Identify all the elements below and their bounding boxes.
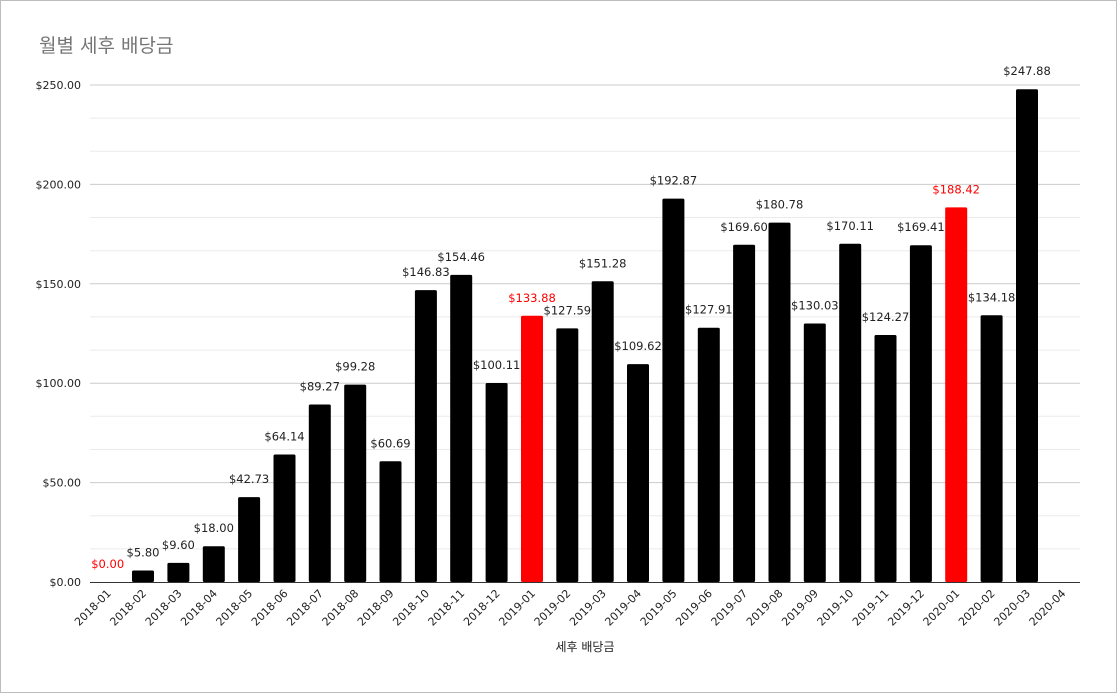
bar-2019-04: [627, 364, 649, 582]
y-tick-label: $0.00: [50, 576, 82, 589]
bar-2020-02: [980, 315, 1003, 582]
bar-2019-07: [733, 244, 756, 583]
bar-2018-12: [485, 383, 508, 582]
x-tick-label-2020-01: 2020-01: [921, 587, 963, 629]
data-label-2018-08: $99.28: [335, 360, 375, 374]
x-tick-label-2018-02: 2018-02: [107, 587, 149, 629]
x-tick-label-2019-03: 2019-03: [567, 587, 609, 629]
data-label-2019-10: $170.11: [826, 219, 874, 233]
y-tick-label: $150.00: [36, 278, 82, 291]
bar-2018-10: [414, 290, 437, 582]
y-tick-label: $200.00: [36, 178, 82, 191]
x-tick-label-2019-11: 2019-11: [850, 587, 892, 629]
y-tick-label: $250.00: [36, 79, 82, 92]
bar-2018-11: [450, 274, 473, 582]
x-tick-label-2019-12: 2019-12: [885, 587, 927, 629]
x-tick-label-2018-07: 2018-07: [284, 587, 326, 629]
bar-2018-09: [379, 461, 402, 582]
data-label-2019-12: $169.41: [897, 220, 945, 234]
bar-2018-02: [132, 570, 154, 582]
x-tick-label-2020-04: 2020-04: [1027, 587, 1069, 629]
x-axis-ticks: 2018-012018-022018-032018-042018-052018-…: [72, 587, 1068, 629]
bar-2018-03: [167, 562, 190, 582]
bar-2018-06: [273, 454, 296, 582]
x-tick-label-2018-08: 2018-08: [320, 587, 362, 629]
bar-2019-01: [521, 315, 543, 582]
data-label-2018-03: $9.60: [162, 538, 195, 552]
data-label-2018-12: $100.11: [473, 358, 521, 372]
bar-2019-12: [909, 245, 932, 582]
bar-2019-08: [768, 222, 791, 582]
data-label-2020-02: $134.18: [968, 290, 1016, 304]
bar-2019-02: [556, 328, 579, 582]
data-label-2018-09: $60.69: [370, 436, 410, 450]
data-label-2018-05: $42.73: [229, 472, 269, 486]
bar-2019-10: [839, 243, 862, 583]
bar-2019-09: [803, 323, 826, 582]
bar-2019-05: [662, 198, 685, 582]
bar-2019-11: [874, 335, 897, 582]
data-label-2020-01: $188.42: [932, 182, 980, 196]
bar-2018-05: [238, 497, 261, 582]
x-tick-label-2019-05: 2019-05: [638, 587, 680, 629]
data-label-2019-06: $127.91: [685, 303, 733, 317]
x-tick-label-2020-03: 2020-03: [991, 587, 1033, 629]
bar-2020-03: [1016, 89, 1038, 582]
x-tick-label-2019-06: 2019-06: [673, 587, 715, 629]
y-tick-label: $50.00: [43, 477, 82, 490]
data-label-2019-05: $192.87: [650, 174, 698, 188]
data-label-2018-10: $146.83: [402, 265, 450, 279]
data-label-2019-04: $109.62: [614, 339, 662, 353]
data-label-2018-04: $18.00: [194, 521, 234, 535]
bar-2019-03: [591, 281, 614, 582]
data-label-2018-07: $89.27: [300, 380, 340, 394]
bar-2019-06: [697, 327, 720, 582]
data-labels: $0.00$5.80$9.60 $18.00 $42.73 $64.14 $89.27 $…: [91, 64, 1051, 571]
data-label-2019-07: $169.60: [720, 220, 768, 234]
x-tick-label-2018-12: 2018-12: [461, 587, 503, 629]
x-tick-label-2018-10: 2018-10: [390, 587, 432, 629]
bar-2018-04: [202, 546, 225, 582]
y-tick-label: $100.00: [36, 377, 82, 390]
x-tick-label-2018-05: 2018-05: [214, 587, 256, 629]
data-label-2019-01: $133.88: [508, 291, 556, 305]
x-tick-label-2020-02: 2020-02: [956, 587, 998, 629]
data-label-2019-03: $151.28: [579, 256, 627, 270]
chart-title: 월별 세후 배당금: [39, 35, 174, 57]
x-tick-label-2019-02: 2019-02: [532, 587, 574, 629]
data-label-2019-08: $180.78: [756, 198, 804, 212]
data-label-2020-03: $247.88: [1003, 64, 1051, 78]
data-label-2019-11: $124.27: [862, 310, 910, 324]
data-label-2018-06: $64.14: [264, 430, 304, 444]
x-tick-label-2019-10: 2019-10: [815, 587, 857, 629]
bar-2020-01: [945, 207, 968, 582]
x-tick-label-2019-04: 2019-04: [602, 587, 644, 629]
x-tick-label-2018-11: 2018-11: [426, 587, 468, 629]
x-tick-label-2018-06: 2018-06: [249, 587, 291, 629]
x-tick-label-2019-07: 2019-07: [709, 587, 751, 629]
x-tick-label-2018-03: 2018-03: [143, 587, 185, 629]
data-label-2018-11: $154.46: [437, 250, 485, 264]
data-label-2019-02: $127.59: [544, 303, 592, 317]
data-label-2018-02: $5.80: [127, 546, 160, 560]
data-label-2019-09: $130.03: [791, 299, 839, 313]
x-tick-label-2018-09: 2018-09: [355, 587, 397, 629]
y-axis-ticks: $0.00 $50.00 $100.00 $150.00 $200.00 $250.00: [36, 79, 82, 589]
data-label-2018-01: $0.00: [91, 557, 124, 571]
x-tick-label-2018-04: 2018-04: [178, 587, 220, 629]
x-tick-label-2019-08: 2019-08: [744, 587, 786, 629]
x-tick-label-2019-09: 2019-09: [779, 587, 821, 629]
bars: [132, 89, 1038, 583]
x-tick-label-2019-01: 2019-01: [496, 587, 538, 629]
bar-2018-07: [308, 404, 331, 582]
x-tick-label-2018-01: 2018-01: [72, 587, 114, 629]
bar-2018-08: [344, 384, 367, 582]
x-axis-label: 세후 배당금: [555, 640, 614, 654]
